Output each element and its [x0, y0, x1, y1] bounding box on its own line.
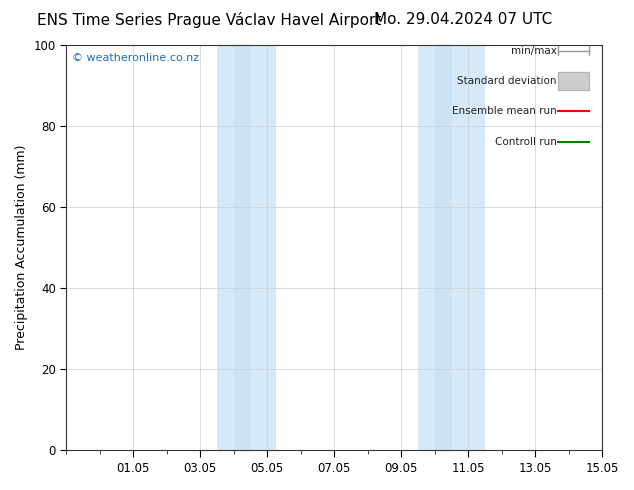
Bar — [217, 45, 234, 450]
Text: Ensemble mean run: Ensemble mean run — [452, 106, 557, 117]
Text: min/max: min/max — [511, 46, 557, 55]
Text: ENS Time Series Prague Václav Havel Airport: ENS Time Series Prague Václav Havel Airp… — [37, 12, 382, 28]
Text: Standard deviation: Standard deviation — [457, 76, 557, 86]
Bar — [435, 45, 451, 450]
Bar — [234, 45, 250, 450]
Bar — [559, 72, 589, 90]
Bar — [451, 45, 485, 450]
Bar — [418, 45, 435, 450]
Text: Controll run: Controll run — [495, 137, 557, 147]
Text: © weatheronline.co.nz: © weatheronline.co.nz — [72, 52, 198, 63]
Y-axis label: Precipitation Accumulation (mm): Precipitation Accumulation (mm) — [15, 145, 28, 350]
Text: Mo. 29.04.2024 07 UTC: Mo. 29.04.2024 07 UTC — [373, 12, 552, 27]
Bar — [250, 45, 276, 450]
Bar — [559, 72, 589, 90]
